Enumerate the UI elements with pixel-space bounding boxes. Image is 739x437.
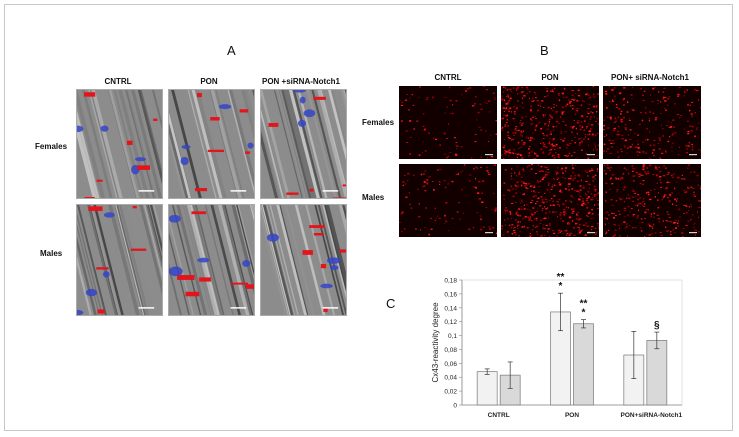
y-tick-label: 0,14 — [444, 305, 457, 312]
y-tick-label: 0,08 — [444, 347, 457, 354]
fluorescence-b-males-cntrl — [399, 164, 497, 237]
fluorescence-b-females-cntrl — [399, 86, 497, 159]
y-tick-label: 0,12 — [444, 319, 457, 326]
bar — [646, 340, 668, 406]
y-tick-label: 0,06 — [444, 361, 457, 368]
significance-marker: ** * — [580, 299, 588, 319]
panel-b-col-pon-sirna: PON+ siRNA-Notch1 — [610, 73, 690, 82]
y-tick-label: 0 — [453, 403, 457, 410]
x-category-label: PON+siRNA-Notch1 — [621, 412, 683, 419]
panel-a-col-pon: PON — [200, 77, 218, 86]
micrograph-a-males-pon-sirna — [260, 204, 347, 316]
y-tick-label: 0,02 — [444, 389, 457, 396]
panel-b-row-females: Females — [362, 118, 395, 127]
bar — [573, 323, 594, 406]
micrograph-a-females-pon-sirna — [260, 89, 347, 199]
fluorescence-b-females-pon — [501, 86, 599, 159]
panel-a-letter: A — [227, 43, 236, 58]
figure-frame — [4, 4, 733, 431]
panel-b-col-cntrl: CNTRL — [434, 73, 462, 82]
bar — [476, 371, 498, 406]
y-tick-label: 0,1 — [448, 333, 457, 340]
x-category-label: CNTRL — [488, 412, 510, 419]
x-category-label: PON — [565, 412, 579, 419]
panel-a-col-pon-sirna: PON +siRNA-Notch1 — [261, 77, 341, 86]
micrograph-a-females-cntrl — [76, 89, 163, 199]
micrograph-a-females-pon — [168, 89, 255, 199]
panel-b-letter: B — [540, 43, 549, 58]
panel-c-letter: C — [386, 296, 396, 311]
significance-marker: § — [654, 320, 660, 331]
panel-a-col-cntrl: CNTRL — [104, 77, 132, 86]
y-tick-label: 0,04 — [444, 375, 457, 382]
micrograph-a-males-cntrl — [76, 204, 163, 316]
panel-a-row-females: Females — [35, 142, 68, 151]
fluorescence-b-males-pon-sirna — [603, 164, 701, 237]
micrograph-a-males-pon — [168, 204, 255, 316]
panel-b-col-pon: PON — [541, 73, 559, 82]
panel-b-row-males: Males — [362, 193, 385, 202]
y-tick-label: 0,18 — [444, 278, 457, 285]
y-tick-label: 0,16 — [444, 291, 457, 298]
cx43-bar-chart: 0 0,02 0,04 0,06 0,08 0,1 0,12 0,14 0,16 0,18 Cx43… — [431, 272, 683, 419]
fluorescence-b-males-pon — [501, 164, 599, 237]
significance-marker: ** * — [557, 272, 565, 292]
fluorescence-b-females-pon-sirna — [603, 86, 701, 159]
y-axis-label: Cx43-reactivity degree — [431, 302, 440, 383]
panel-a-row-males: Males — [40, 249, 63, 258]
